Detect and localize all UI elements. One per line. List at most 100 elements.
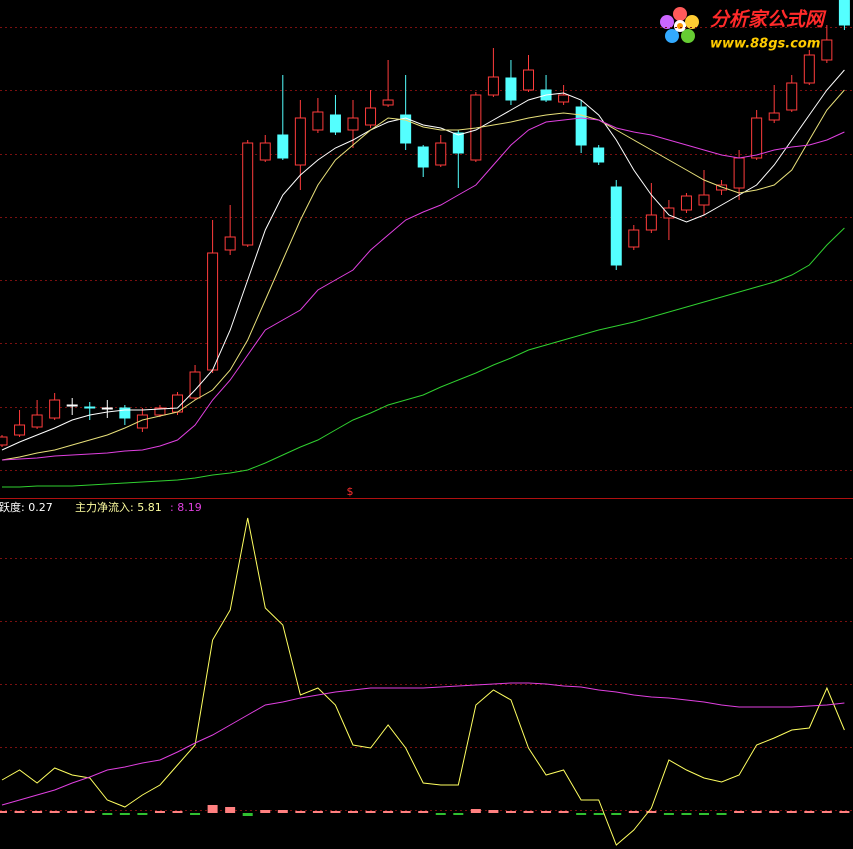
line-series xyxy=(1,69,845,451)
flow-bar xyxy=(681,813,692,815)
candle-body xyxy=(294,117,306,166)
flow-bar xyxy=(312,811,323,813)
flow-bar xyxy=(418,811,429,813)
flow-bar xyxy=(49,811,60,813)
line-series xyxy=(1,89,845,461)
flow-bar xyxy=(84,811,95,813)
candle-body xyxy=(505,77,517,101)
watermark-url: www.88gs.com xyxy=(710,37,820,52)
candle-body xyxy=(154,407,166,416)
candle-body xyxy=(663,207,675,219)
candle-body xyxy=(277,134,289,159)
flow-bar xyxy=(839,811,850,813)
flow-bar xyxy=(154,811,165,813)
candle-body xyxy=(803,54,815,84)
flow-bar xyxy=(821,811,832,813)
flow-bar xyxy=(734,811,745,813)
flow-bar xyxy=(225,807,236,813)
candle-body xyxy=(259,142,271,161)
candle-body xyxy=(312,111,324,131)
flow-bar xyxy=(348,811,358,813)
candle-body xyxy=(49,399,61,419)
legend-text: : 8.19 xyxy=(170,501,202,514)
candle-body xyxy=(645,214,657,231)
candle-body xyxy=(329,114,341,133)
flow-bar xyxy=(260,810,271,813)
candle-body xyxy=(242,142,254,246)
candle-body xyxy=(733,157,745,189)
flow-bar xyxy=(0,811,7,813)
flow-bar xyxy=(523,811,534,813)
flow-bar xyxy=(14,811,25,813)
candle-body xyxy=(628,229,640,248)
candle-body xyxy=(14,424,26,436)
flow-bar xyxy=(488,810,499,813)
candle-body xyxy=(768,112,780,121)
line-series xyxy=(2,227,845,488)
flow-bar xyxy=(102,813,113,815)
candle-body xyxy=(136,414,148,429)
flow-bar xyxy=(751,811,762,813)
flow-bar xyxy=(453,813,464,815)
flow-bar xyxy=(207,805,218,813)
candle-body xyxy=(119,407,131,419)
candle-body xyxy=(382,99,394,106)
candle-body xyxy=(698,194,710,206)
candle-body xyxy=(400,114,412,144)
candle-body xyxy=(487,76,499,96)
candle-body xyxy=(786,82,798,111)
candle-body xyxy=(680,195,692,211)
line-series xyxy=(1,117,845,461)
flow-bar xyxy=(576,813,587,815)
logo xyxy=(660,7,699,43)
legend-text: 活跃度: 0.27 xyxy=(0,500,53,514)
candle-body xyxy=(452,132,464,154)
flow-bar xyxy=(365,811,376,813)
flow-bar xyxy=(558,811,569,813)
candle-body xyxy=(66,404,78,407)
flow-bar xyxy=(699,813,709,815)
candle-body xyxy=(101,407,113,410)
flow-bar xyxy=(32,811,43,813)
flow-bar xyxy=(383,811,394,813)
candle-body xyxy=(575,106,587,146)
candle-body xyxy=(821,39,833,61)
flow-bar xyxy=(190,813,201,815)
candle-body xyxy=(417,146,429,168)
candle-body xyxy=(224,236,236,251)
candle-body xyxy=(838,0,850,26)
flow-bar xyxy=(646,811,657,813)
candle-body xyxy=(84,406,96,409)
candle-body xyxy=(610,186,622,266)
flow-bar xyxy=(786,811,797,813)
watermark-title: 分析家公式网 xyxy=(710,9,827,31)
candle-body xyxy=(365,107,377,126)
flow-bar xyxy=(663,813,674,815)
candle-body xyxy=(751,117,763,159)
line-series xyxy=(1,517,845,846)
flow-bar xyxy=(172,811,183,813)
flow-bar xyxy=(716,813,727,815)
flow-bar xyxy=(769,811,780,813)
flow-bar xyxy=(804,811,815,813)
candle-body xyxy=(593,147,605,163)
candle-body xyxy=(435,142,447,166)
candle-body xyxy=(558,94,570,103)
flow-bar xyxy=(137,813,148,815)
candle-body xyxy=(31,414,43,428)
flow-bar xyxy=(295,811,306,813)
flow-bar xyxy=(119,813,130,815)
flow-bar xyxy=(435,813,446,815)
annotation: $ xyxy=(347,485,354,498)
candle-body xyxy=(207,252,219,371)
flow-bar xyxy=(628,811,639,813)
flow-bar xyxy=(400,811,411,813)
legend-text: 主力净流入: 5.81 xyxy=(75,500,162,514)
flow-bar xyxy=(470,809,481,813)
line-series xyxy=(1,682,845,806)
flow-bar xyxy=(242,813,253,816)
flow-bar xyxy=(541,811,552,813)
candle-body xyxy=(347,117,359,131)
candle-body xyxy=(0,436,8,446)
